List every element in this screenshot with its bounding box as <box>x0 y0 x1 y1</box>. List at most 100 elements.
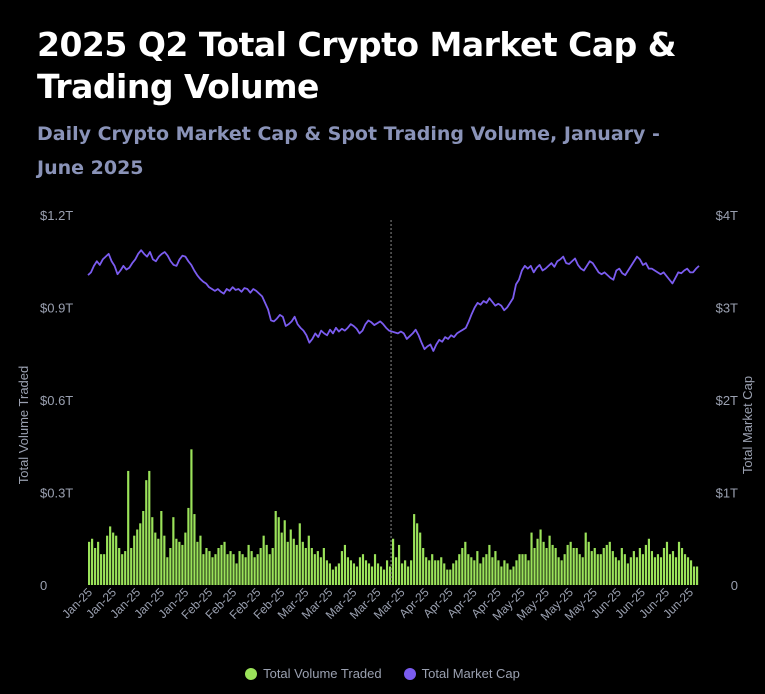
left-tick-label: $0.3T <box>40 486 73 501</box>
volume-bar <box>265 544 268 585</box>
volume-bar <box>482 557 485 585</box>
volume-bar <box>244 557 247 585</box>
volume-bar <box>214 554 217 585</box>
volume-bar <box>410 560 413 585</box>
volume-bar <box>208 551 211 585</box>
volume-bar <box>656 554 660 585</box>
volume-bar <box>407 566 410 585</box>
volume-bar <box>184 532 187 585</box>
volume-bar <box>467 554 470 585</box>
volume-bar <box>196 541 199 585</box>
volume-bar <box>313 554 316 585</box>
volume-bar <box>100 554 103 585</box>
volume-bar <box>524 554 527 585</box>
volume-bar <box>602 548 605 585</box>
volume-bar <box>611 551 614 585</box>
volume-bar <box>491 557 494 585</box>
volume-bar <box>680 548 684 585</box>
volume-bar <box>458 554 461 585</box>
volume-bar <box>136 529 139 585</box>
volume-bar <box>572 548 575 585</box>
volume-bar <box>500 566 503 585</box>
volume-bar <box>560 560 563 585</box>
volume-bar <box>479 563 482 585</box>
volume-bar <box>398 544 401 585</box>
volume-bar <box>455 560 458 585</box>
volume-bar <box>316 551 319 585</box>
volume-bar <box>319 557 322 585</box>
volume-bar <box>220 544 223 585</box>
volume-bar <box>376 563 380 585</box>
volume-bar <box>388 566 392 585</box>
volume-bar <box>178 541 181 585</box>
volume-bar <box>647 538 650 585</box>
volume-bar <box>91 538 94 585</box>
volume-bar <box>509 569 512 585</box>
volume-bar <box>322 548 325 585</box>
y-axis-right-title: Total Market Cap <box>740 376 755 474</box>
volume-bar <box>533 548 536 585</box>
volume-bar <box>575 548 578 585</box>
volume-bar <box>686 557 690 585</box>
volume-bar <box>187 507 190 585</box>
volume-bar <box>292 538 295 585</box>
volume-bar <box>527 560 530 585</box>
legend-item-market-cap[interactable]: Total Market Cap <box>403 666 520 681</box>
volume-bar <box>416 523 419 585</box>
volume-bar <box>373 554 377 585</box>
volume-bar <box>581 557 584 585</box>
volume-bar <box>154 532 157 585</box>
volume-bar <box>325 560 328 585</box>
volume-bar <box>497 560 500 585</box>
volume-bar <box>584 532 587 585</box>
volume-bar <box>358 557 362 585</box>
volume-bar <box>590 551 593 585</box>
volume-bar <box>175 538 178 585</box>
volume-bar <box>355 566 359 585</box>
volume-bar <box>653 557 657 585</box>
legend-label-volume: Total Volume Traded <box>263 666 382 681</box>
volume-bar <box>665 541 669 585</box>
left-tick-label: $0.9T <box>40 301 73 316</box>
legend-item-volume[interactable]: Total Volume Traded <box>245 666 382 681</box>
volume-bar <box>253 557 256 585</box>
right-tick-label: $2T <box>716 393 738 408</box>
volume-bar <box>301 541 304 585</box>
volume-bar <box>103 554 106 585</box>
volume-bar <box>596 554 599 585</box>
volume-bar <box>503 560 506 585</box>
volume-bar <box>259 548 262 585</box>
volume-bar <box>587 541 590 585</box>
volume-bar <box>148 470 151 585</box>
chart-subtitle: Daily Crypto Market Cap & Spot Trading V… <box>37 123 660 179</box>
volume-bar <box>121 554 124 585</box>
volume-bar <box>289 529 292 585</box>
legend-label-market-cap: Total Market Cap <box>421 666 520 681</box>
volume-bar <box>337 563 340 585</box>
volume-bar <box>127 470 130 585</box>
volume-bar <box>199 535 202 585</box>
volume-bar <box>205 548 208 585</box>
volume-bar <box>226 554 229 585</box>
volume-bar <box>638 548 641 585</box>
volume-bar <box>521 554 524 585</box>
volume-bar <box>599 554 602 585</box>
volume-bar <box>569 541 572 585</box>
volume-bar <box>551 544 554 585</box>
volume-bar <box>695 566 699 585</box>
volume-bar <box>443 563 446 585</box>
volume-bar <box>217 548 220 585</box>
volume-bar <box>352 563 356 585</box>
volume-bar <box>506 563 509 585</box>
volume-bar <box>512 566 515 585</box>
volume-bar <box>295 544 298 585</box>
volume-bar <box>286 541 289 585</box>
volume-bar <box>632 551 635 585</box>
volume-bar <box>689 560 693 585</box>
volume-bar <box>235 563 238 585</box>
volume-bar <box>370 566 374 585</box>
volume-bar <box>211 557 214 585</box>
volume-bar <box>518 554 521 585</box>
volume-bar <box>623 554 626 585</box>
volume-bar <box>452 563 455 585</box>
